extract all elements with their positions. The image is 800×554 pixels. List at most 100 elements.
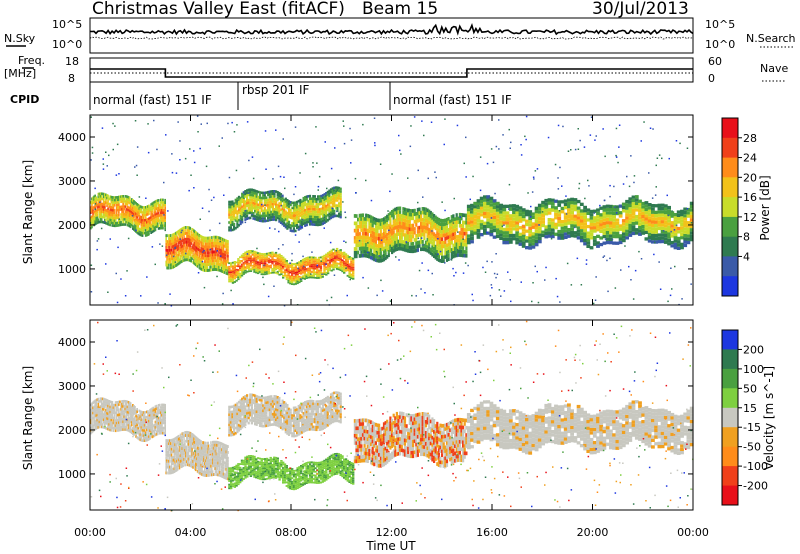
heatmap-cell — [370, 219, 373, 223]
heatmap-cell — [195, 242, 197, 246]
heatmap-cell — [379, 222, 382, 226]
heatmap-cell — [160, 203, 162, 207]
scatter-speck — [570, 149, 572, 151]
heatmap-cell — [287, 276, 290, 278]
heatmap-cell — [360, 228, 363, 232]
heatmap-cell — [95, 204, 98, 207]
heatmap-cell — [233, 275, 236, 278]
heatmap-cell — [441, 226, 444, 230]
heatmap-cell — [365, 242, 368, 247]
heatmap-cell — [361, 224, 365, 229]
heatmap-cell — [160, 224, 162, 227]
heatmap-cell — [172, 239, 175, 243]
heatmap-cell — [249, 261, 253, 263]
heatmap-cell — [495, 215, 500, 219]
scatter-speck — [495, 145, 498, 148]
scatter-speck — [124, 295, 127, 297]
heatmap-cell — [101, 210, 104, 214]
heatmap-cell — [236, 217, 239, 221]
heatmap-cell — [410, 245, 413, 250]
heatmap-cell — [605, 240, 610, 245]
heatmap-cell — [108, 220, 110, 224]
heatmap-cell — [235, 272, 238, 275]
heatmap-cell — [177, 256, 180, 260]
heatmap-cell — [256, 268, 260, 271]
heatmap-cell — [303, 276, 306, 278]
heatmap-cell — [447, 235, 450, 239]
heatmap-cell — [663, 220, 668, 225]
scatter-speck — [456, 124, 459, 127]
heatmap-cell — [123, 223, 126, 226]
heatmap-cell — [486, 195, 491, 199]
heatmap-cell — [196, 250, 199, 254]
heatmap-cell — [350, 273, 353, 276]
heatmap-cell — [263, 194, 266, 197]
heatmap-cell — [154, 200, 157, 203]
heatmap-cell — [108, 218, 110, 221]
scatter-speck — [410, 125, 412, 127]
heatmap-cell — [505, 231, 510, 235]
heatmap-cell — [268, 211, 271, 214]
heatmap-cell — [239, 256, 242, 259]
heatmap-cell — [260, 201, 263, 205]
heatmap-cell — [164, 214, 166, 217]
heatmap-cell — [273, 197, 276, 201]
heatmap-cell — [370, 255, 373, 260]
scatter-speck — [585, 263, 588, 265]
heatmap-cell — [429, 221, 432, 226]
heatmap-cell — [136, 213, 138, 216]
heatmap-cell — [209, 262, 211, 266]
heatmap-cell — [111, 206, 114, 209]
heatmap-cell — [470, 203, 474, 208]
scatter-speck — [432, 294, 434, 296]
scatter-speck — [628, 185, 631, 188]
scatter-speck — [431, 272, 433, 275]
heatmap-cell — [395, 232, 398, 237]
heatmap-cell — [337, 262, 341, 265]
heatmap-cell — [495, 228, 500, 232]
heatmap-cell — [280, 260, 283, 263]
scatter-speck — [554, 163, 557, 166]
heatmap-cell — [338, 202, 341, 205]
heatmap-cell — [437, 254, 440, 259]
heatmap-cell — [171, 236, 174, 240]
heatmap-cell — [489, 203, 494, 207]
heatmap-cell — [313, 210, 316, 214]
heatmap-cell — [424, 222, 428, 226]
heatmap-cell — [353, 247, 356, 251]
heatmap-cell — [312, 195, 315, 198]
heatmap-cell — [265, 258, 269, 261]
heatmap-cell — [93, 216, 95, 219]
heatmap-cell — [209, 242, 211, 246]
heatmap-cell — [120, 195, 122, 198]
heatmap-cell — [305, 257, 308, 259]
scatter-speck — [387, 210, 389, 212]
heatmap-cell — [247, 255, 251, 258]
heatmap-cell — [92, 214, 94, 217]
heatmap-cell — [129, 215, 132, 218]
heatmap-cell — [325, 259, 328, 261]
heatmap-cell — [132, 217, 134, 220]
heatmap-cell — [284, 215, 287, 219]
heatmap-cell — [262, 212, 265, 215]
heatmap-cell — [142, 226, 145, 230]
heatmap-cell — [231, 267, 235, 270]
scatter-speck — [427, 269, 430, 272]
scatter-speck — [118, 173, 120, 175]
heatmap-cell — [424, 248, 428, 252]
heatmap-cell — [194, 241, 196, 245]
heatmap-cell — [483, 198, 487, 202]
heatmap-cell — [258, 258, 262, 260]
heatmap-cell — [583, 205, 587, 210]
scatter-speck — [531, 300, 533, 303]
heatmap-cell — [317, 256, 321, 259]
nave-label: Nave — [760, 62, 788, 75]
heatmap-cell — [171, 242, 174, 246]
heatmap-cell — [599, 206, 604, 210]
heatmap-cell — [175, 264, 177, 267]
scatter-speck — [376, 294, 378, 297]
heatmap-cell — [444, 244, 447, 248]
heatmap-cell — [95, 217, 98, 220]
heatmap-cell — [304, 196, 307, 199]
heatmap-cell — [397, 243, 400, 247]
